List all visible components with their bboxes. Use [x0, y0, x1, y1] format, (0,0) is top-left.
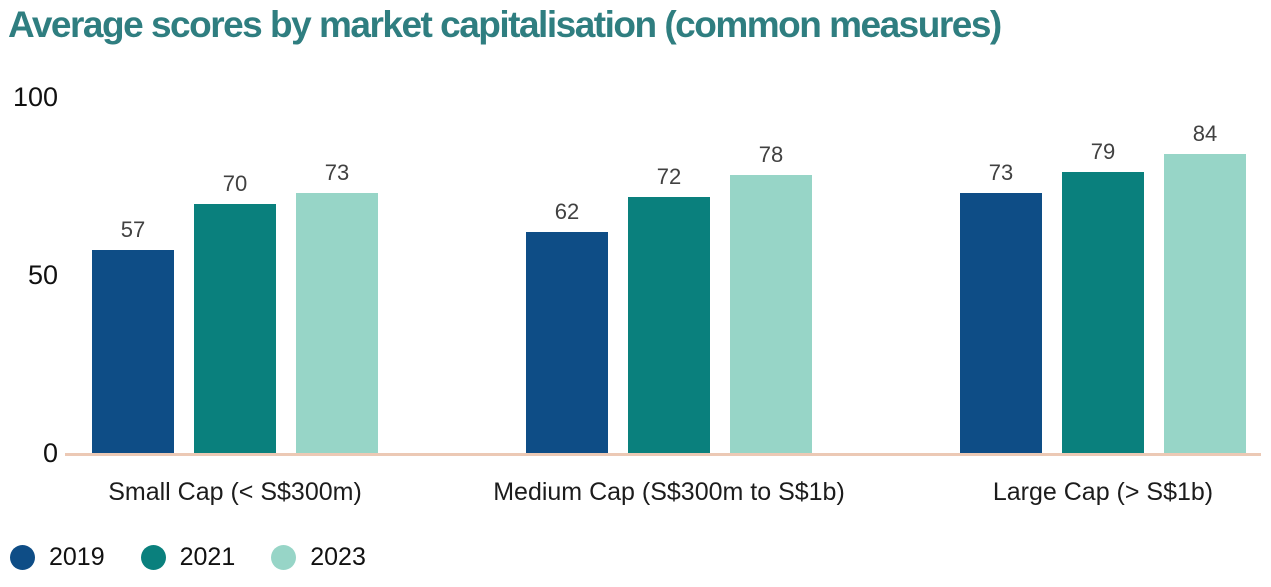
bar-value-label: 78: [758, 142, 784, 168]
bar: [960, 193, 1042, 453]
category-label-text: Small Cap (< S$300m): [108, 478, 362, 506]
bar-column: 84: [1164, 97, 1246, 453]
bar-column: 70: [194, 97, 276, 453]
category-label-text: Large Cap (> S$1b): [992, 478, 1214, 506]
category-label-text: Medium Cap (S$300m to S$1b): [493, 478, 845, 506]
bar-value-label: 84: [1192, 120, 1218, 146]
legend-label: 2019: [49, 543, 105, 571]
bar-group: 62 72 78: [526, 97, 812, 453]
plot-area: 57 70 73 62 72 78 73 79 84: [65, 97, 1261, 456]
bar: [194, 203, 276, 453]
bar-column: 78: [730, 97, 812, 453]
bar-value-label: 73: [988, 160, 1014, 186]
legend-swatch-icon: [10, 545, 35, 570]
bar-column: 73: [960, 97, 1042, 453]
y-tick-label: 50: [27, 260, 58, 290]
bar-column: 57: [92, 97, 174, 453]
y-axis: 0 50 100: [0, 83, 58, 467]
bar-value-label: 73: [324, 160, 350, 186]
legend-swatch-icon: [140, 545, 166, 570]
bar-value-label: 79: [1090, 138, 1116, 164]
bar-group: 57 70 73: [92, 97, 378, 453]
legend: 2019 2021 2023: [10, 543, 366, 572]
bar: [296, 193, 378, 453]
y-tick-label: 0: [42, 438, 58, 468]
chart-title: Average scores by market capitalisation …: [8, 4, 1002, 45]
bar-value-label: 62: [554, 199, 580, 225]
category-axis: Small Cap (< S$300m) Medium Cap (S$300m t…: [65, 478, 1261, 507]
legend-item: 2023: [271, 543, 366, 572]
bar-value-label: 70: [222, 170, 248, 196]
y-tick-label: 100: [12, 82, 58, 112]
legend-label: 2023: [310, 543, 366, 571]
legend-label: 2021: [179, 543, 236, 571]
legend-item: 2021: [140, 543, 236, 572]
bar-groups: 57 70 73 62 72 78 73 79 84: [65, 97, 1261, 453]
bar-column: 73: [296, 97, 378, 453]
bar-column: 62: [526, 97, 608, 453]
legend-swatch-icon: [271, 545, 297, 570]
bar: [1062, 171, 1144, 453]
category-label: Large Cap (> S$1b): [960, 478, 1246, 507]
category-label: Small Cap (< S$300m): [92, 478, 378, 507]
legend-item: 2019: [10, 543, 105, 572]
bar-group: 73 79 84: [960, 97, 1246, 453]
category-label: Medium Cap (S$300m to S$1b): [493, 478, 845, 507]
bar-column: 72: [628, 97, 710, 453]
bar: [730, 175, 812, 453]
bar-value-label: 72: [656, 163, 682, 189]
bar-column: 79: [1062, 97, 1144, 453]
bar: [1164, 153, 1246, 453]
bar: [628, 196, 710, 453]
bar-value-label: 57: [120, 217, 146, 243]
bar: [92, 250, 174, 453]
bar: [526, 232, 608, 453]
